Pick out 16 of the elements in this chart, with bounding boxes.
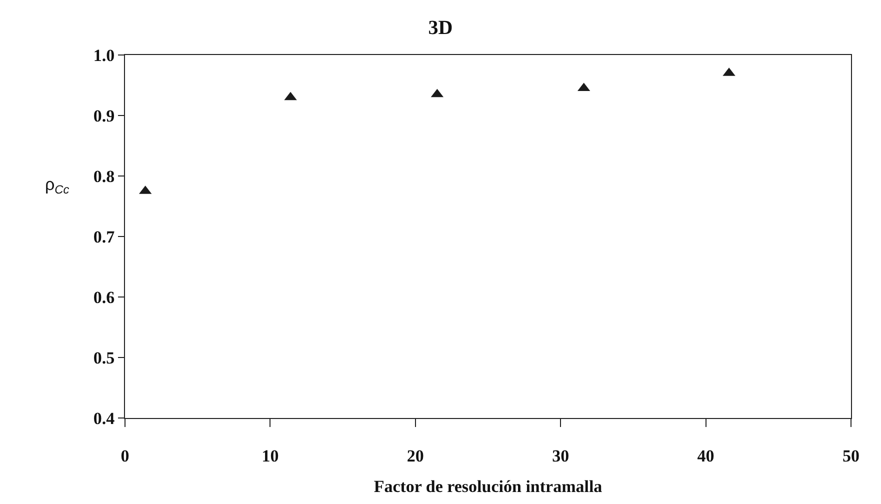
x-tick-label: 0 bbox=[120, 446, 130, 466]
y-tick-label: 0.7 bbox=[93, 227, 116, 246]
y-tick-label: 0.9 bbox=[93, 106, 115, 126]
x-axis-title: Factor de resolución intramalla bbox=[374, 476, 603, 496]
y-tick-label: 0.5 bbox=[93, 348, 115, 368]
y-tick-label: 1.0 bbox=[93, 46, 115, 65]
x-tick-label: 20 bbox=[406, 446, 424, 466]
x-tick-label: 40 bbox=[697, 446, 714, 466]
x-tick-label: 10 bbox=[262, 446, 279, 466]
x-tick-label: 50 bbox=[842, 446, 860, 466]
y-tick-label: 0.4 bbox=[93, 408, 116, 428]
y-axis-title: ρ$_{Cc}$ bbox=[45, 175, 70, 197]
x-tick-label: 30 bbox=[552, 446, 570, 466]
y-tick-label: 0.8 bbox=[93, 166, 115, 186]
chart-title: 3D bbox=[428, 17, 453, 40]
y-tick-label: 0.6 bbox=[93, 288, 115, 307]
